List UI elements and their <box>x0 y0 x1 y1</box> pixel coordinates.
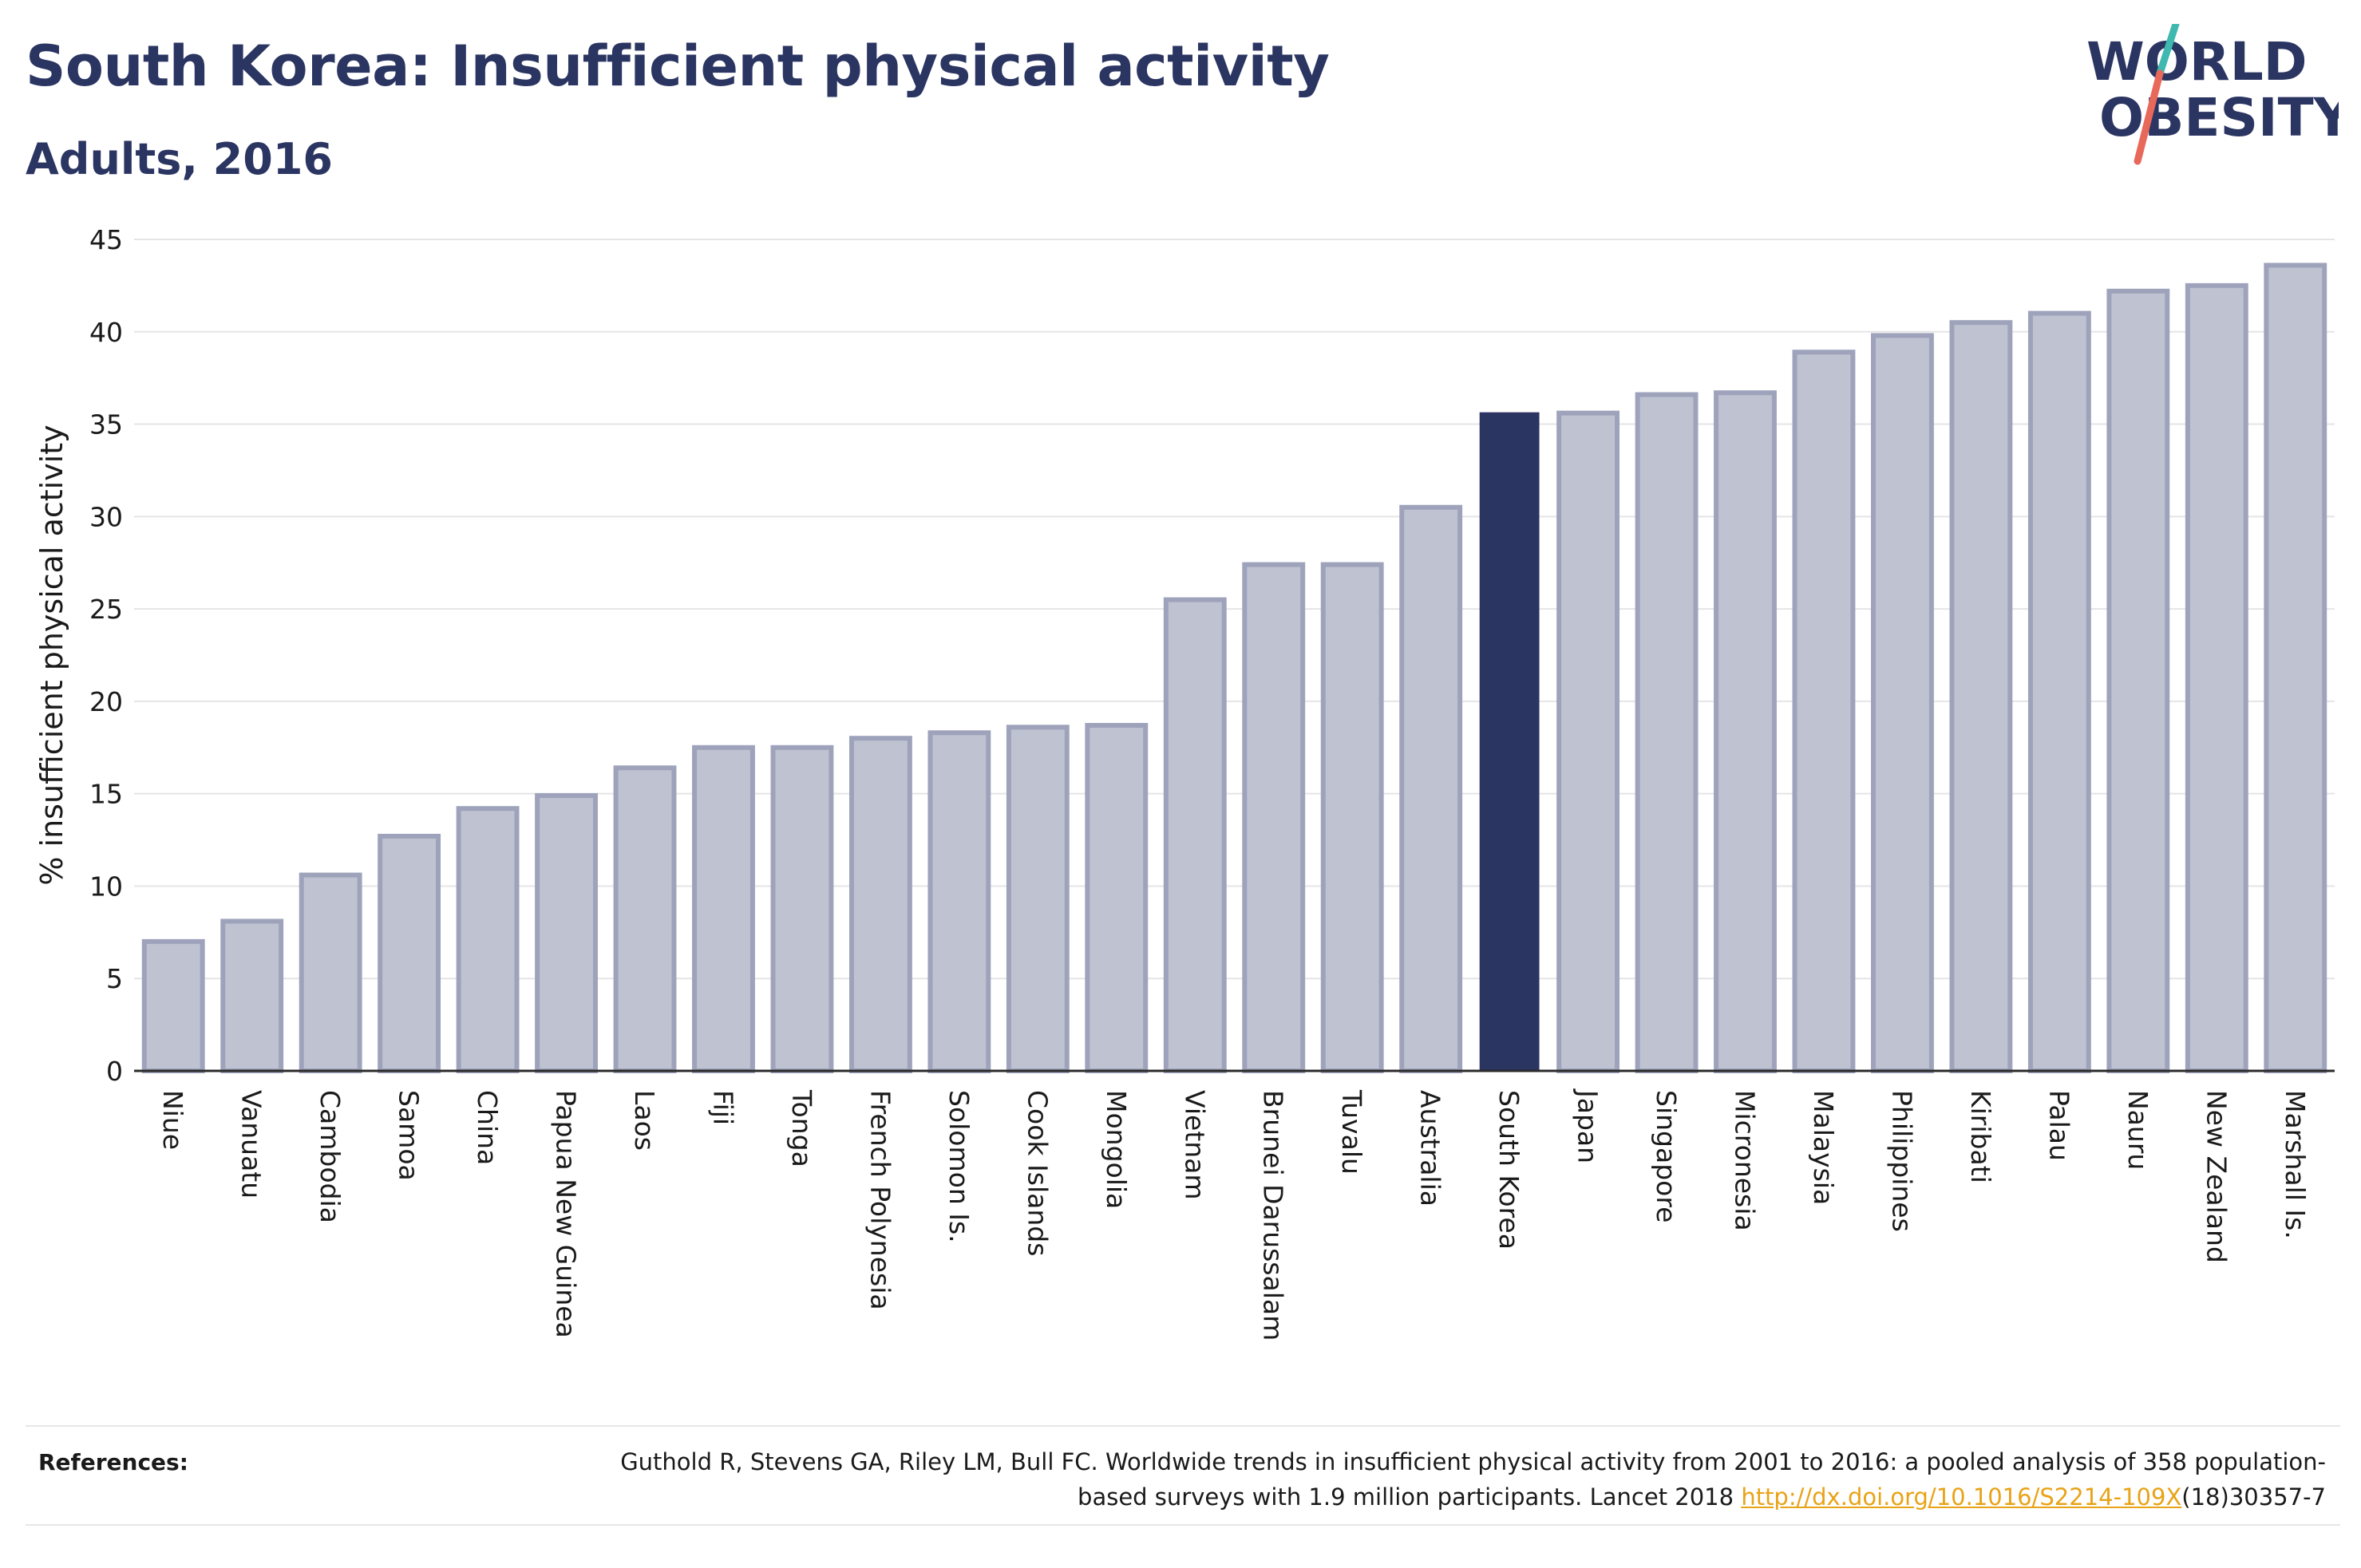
logo-line1: WORLD <box>2086 31 2308 93</box>
y-axis-label: % insufficient physical activity <box>34 425 69 885</box>
bar-china <box>456 806 520 1073</box>
logo-line2: OBESITY <box>2099 87 2339 148</box>
bar-marshall-is <box>2264 263 2327 1073</box>
bar-cook-islands <box>1006 725 1070 1073</box>
y-tick-label: 20 <box>89 686 123 717</box>
bar-chart: 0 5 10 15 20 25 30 35 40 45 Niue Vanuatu Cambodia Sa… <box>34 224 2335 1341</box>
x-tick-label: French Polynesia <box>864 1090 896 1310</box>
x-tick-label: Australia <box>1415 1090 1446 1207</box>
bar-malaysia <box>1792 350 1856 1073</box>
x-tick-label: Micronesia <box>1730 1090 1761 1231</box>
references-label: References: <box>38 1449 188 1475</box>
x-axis-labels: Niue Vanuatu Cambodia Samoa China Papua New G… <box>157 1088 2311 1341</box>
references-text: Guthold R, Stevens GA, Riley LM, Bull FC… <box>620 1448 2326 1511</box>
x-tick-label: Samoa <box>394 1090 425 1181</box>
x-tick-label: Fiji <box>707 1090 738 1125</box>
chart-subtitle: Adults, 2016 <box>26 134 333 184</box>
bar-japan <box>1556 410 1620 1073</box>
logo-slash-top <box>2156 24 2180 77</box>
x-tick-label: Vanuatu <box>236 1090 267 1199</box>
x-tick-label: Niue <box>157 1090 188 1150</box>
bar-micronesia <box>1714 390 1777 1073</box>
y-tick-label: 30 <box>89 501 123 532</box>
world-obesity-logo: WORLD OBESITY <box>2086 24 2339 165</box>
x-tick-label: Cook Islands <box>1022 1090 1053 1256</box>
bar-fiji <box>692 745 755 1073</box>
bar-palau <box>2027 310 2091 1074</box>
y-tick-label: 5 <box>106 963 123 994</box>
x-tick-label: Marshall Is. <box>2280 1090 2311 1239</box>
x-tick-label: Vietnam <box>1179 1090 1210 1200</box>
bar-papua-new-guinea <box>535 792 598 1074</box>
references-text-suffix: (18)30357-7 <box>2181 1483 2326 1511</box>
bar-nauru <box>2106 288 2170 1073</box>
x-tick-label: Cambodia <box>314 1090 346 1223</box>
x-tick-label: Tonga <box>786 1089 817 1167</box>
bar-kiribati <box>1949 320 2013 1073</box>
x-tick-label: Philippines <box>1886 1090 1917 1232</box>
bar-tuvalu <box>1320 562 1384 1073</box>
x-tick-label: New Zealand <box>2201 1090 2232 1263</box>
x-tick-label: Brunei Darussalam <box>1258 1090 1289 1341</box>
x-tick-label: Tuvalu <box>1336 1089 1367 1175</box>
x-tick-label: Laos <box>629 1090 660 1151</box>
y-tick-label: 15 <box>89 779 123 810</box>
logo-slash-bottom <box>2134 69 2164 165</box>
x-tick-label: Papua New Guinea <box>551 1090 582 1338</box>
x-tick-label: Mongolia <box>1101 1090 1132 1209</box>
bar-solomon-is <box>927 730 991 1074</box>
y-tick-label: 35 <box>89 409 123 440</box>
x-tick-label: South Korea <box>1493 1090 1525 1250</box>
bar-singapore <box>1635 392 1699 1073</box>
x-tick-label: Solomon Is. <box>943 1090 975 1243</box>
references-doi-link[interactable]: http://dx.doi.org/10.1016/S2214-109X <box>1741 1483 2182 1511</box>
y-axis-ticks: 0 5 10 15 20 25 30 35 40 45 <box>89 224 123 1087</box>
chart-title: South Korea: Insufficient physical activ… <box>26 34 1330 99</box>
bar-samoa <box>378 833 441 1073</box>
y-tick-label: 10 <box>89 871 123 902</box>
bar-laos <box>613 765 677 1073</box>
x-tick-label: China <box>472 1090 503 1165</box>
y-tick-label: 0 <box>106 1056 123 1087</box>
bar-brunei-darussalam <box>1242 562 1306 1073</box>
references-top-divider <box>26 1425 2340 1427</box>
y-tick-label: 45 <box>89 224 123 255</box>
bar-cambodia <box>299 872 362 1074</box>
references-citation: Guthold R, Stevens GA, Riley LM, Bull FC… <box>570 1444 2326 1515</box>
bar-vietnam <box>1163 597 1227 1073</box>
bar-australia <box>1399 504 1463 1073</box>
bar-niue <box>141 938 205 1074</box>
y-tick-label: 40 <box>89 317 123 348</box>
bar-french-polynesia <box>848 736 912 1073</box>
x-tick-label: Malaysia <box>1808 1090 1839 1205</box>
bar-vanuatu <box>220 918 284 1073</box>
x-tick-label: Nauru <box>2122 1090 2153 1170</box>
bar-tonga <box>770 745 834 1073</box>
bars <box>141 263 2327 1074</box>
y-tick-label: 25 <box>89 594 123 625</box>
bar-new-zealand <box>2185 282 2248 1073</box>
bar-south-korea <box>1479 412 1540 1072</box>
bar-mongolia <box>1085 722 1149 1073</box>
x-tick-label: Palau <box>2043 1090 2074 1161</box>
x-tick-label: Kiribati <box>1965 1090 1996 1183</box>
x-tick-label: Japan <box>1572 1088 1604 1163</box>
bar-philippines <box>1871 333 1934 1073</box>
x-tick-label: Singapore <box>1651 1090 1682 1222</box>
references-bottom-divider <box>26 1524 2340 1526</box>
